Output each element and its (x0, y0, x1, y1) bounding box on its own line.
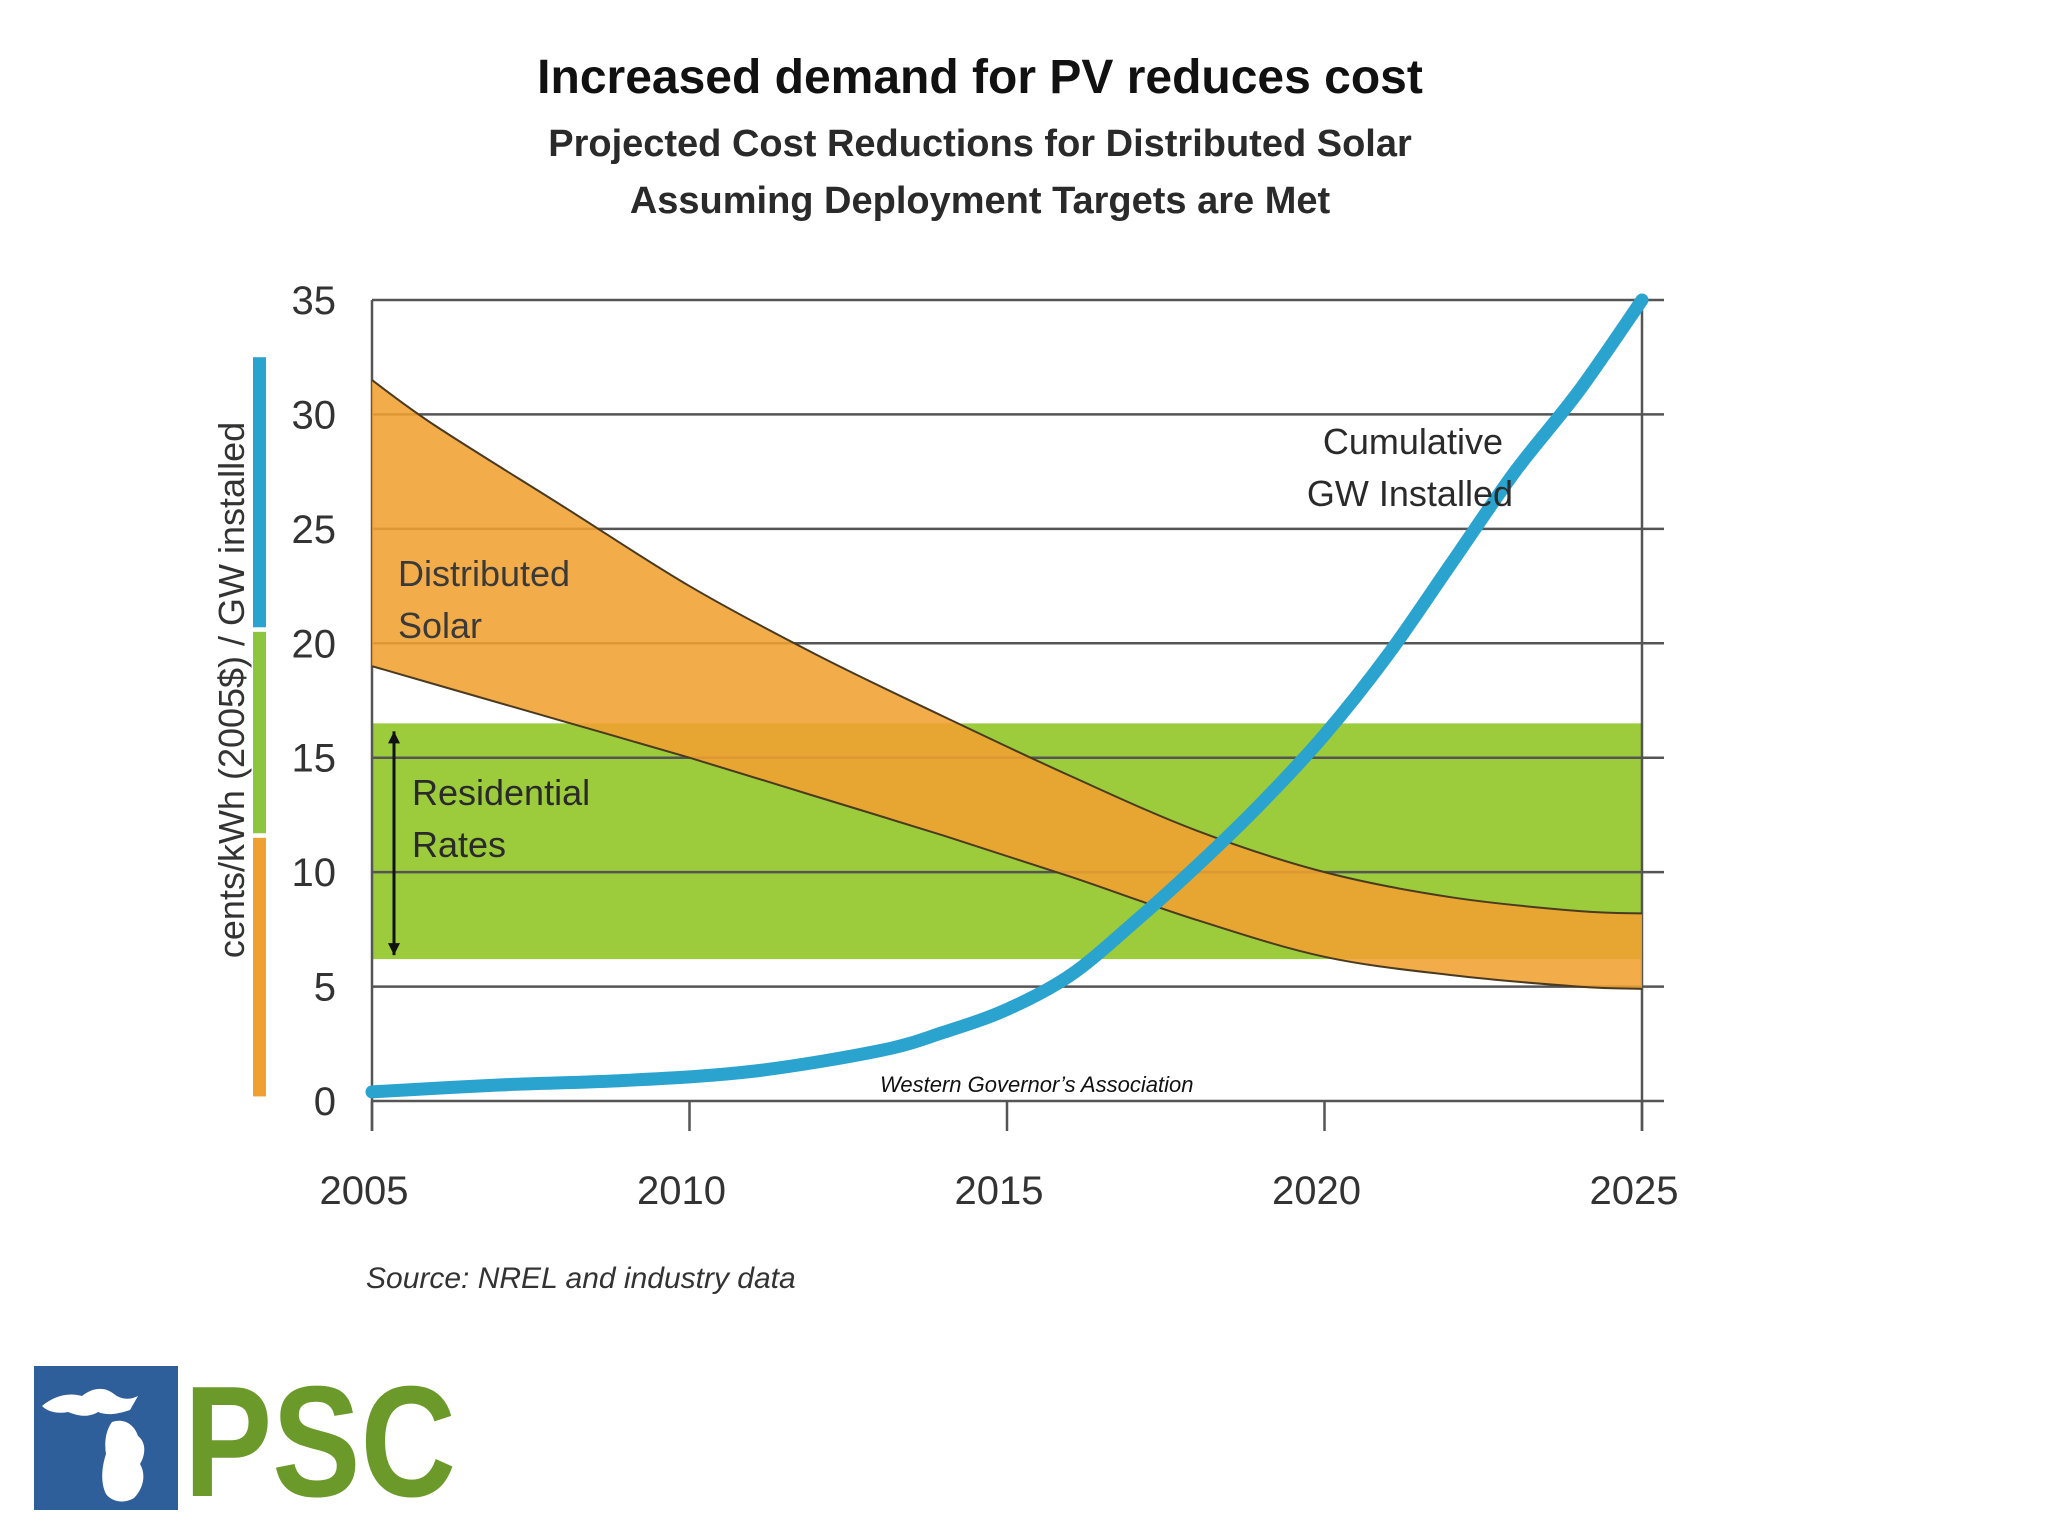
y-tick-label-20: 20 (292, 622, 337, 666)
y-tick-label-35: 35 (292, 279, 337, 323)
range-arrow-head-bottom (388, 943, 400, 956)
range-arrow-head-top (388, 731, 400, 744)
slide-title: Increased demand for PV reduces cost (537, 51, 1423, 104)
attribution-text: Western Governor’s Association (880, 1072, 1194, 1097)
y-tick-label-30: 30 (292, 393, 337, 437)
psc-logo: PSC (34, 1366, 456, 1510)
x-tick-label-2005: 2005 (320, 1169, 409, 1213)
y-tick-label-0: 0 (314, 1080, 336, 1124)
y-tick-label-5: 5 (314, 966, 336, 1010)
distributed-solar-band (372, 380, 1642, 989)
chart-title-line-2: Assuming Deployment Targets are Met (629, 180, 1331, 222)
ylabel-color-segment-0 (253, 837, 266, 1097)
y-tick-label-25: 25 (292, 508, 337, 552)
cumulative-gw-label: Cumulative GW Installed (1307, 421, 1513, 514)
ylabel-color-segment-1 (253, 631, 266, 834)
x-tick-label-2010: 2010 (637, 1169, 726, 1213)
grid-lines (370, 298, 1664, 1131)
psc-logo-letters: PSC (184, 1366, 456, 1510)
residential-rates-label: Residential Rates (412, 772, 600, 865)
ylabel-color-bar (253, 357, 266, 1097)
y-tick-label-10: 10 (292, 851, 337, 895)
x-tick-label-2015: 2015 (955, 1169, 1044, 1213)
y-axis-label: cents/kWh (2005$) / GW installed (211, 422, 252, 958)
y-tick-labels: 0 5 10 15 20 25 30 35 (292, 279, 337, 1124)
michigan-map-icon (42, 1388, 145, 1502)
x-tick-labels: 2005 2010 2015 2020 2025 (320, 1169, 1679, 1213)
x-tick-label-2025: 2025 (1590, 1169, 1679, 1213)
distributed-solar-upper-edge (371, 379, 1643, 915)
source-note: Source: NREL and industry data (366, 1262, 796, 1295)
distributed-solar-lower-edge (371, 665, 1643, 990)
cumulative-gw-line (365, 293, 1649, 1099)
distributed-solar-label: Distributed Solar (398, 553, 580, 646)
ylabel-color-segment-2 (253, 357, 266, 628)
y-tick-label-15: 15 (292, 737, 337, 781)
residential-rates-range-arrow (388, 731, 400, 956)
chart-title-line-1: Projected Cost Reductions for Distribute… (548, 123, 1412, 165)
x-tick-label-2020: 2020 (1272, 1169, 1361, 1213)
